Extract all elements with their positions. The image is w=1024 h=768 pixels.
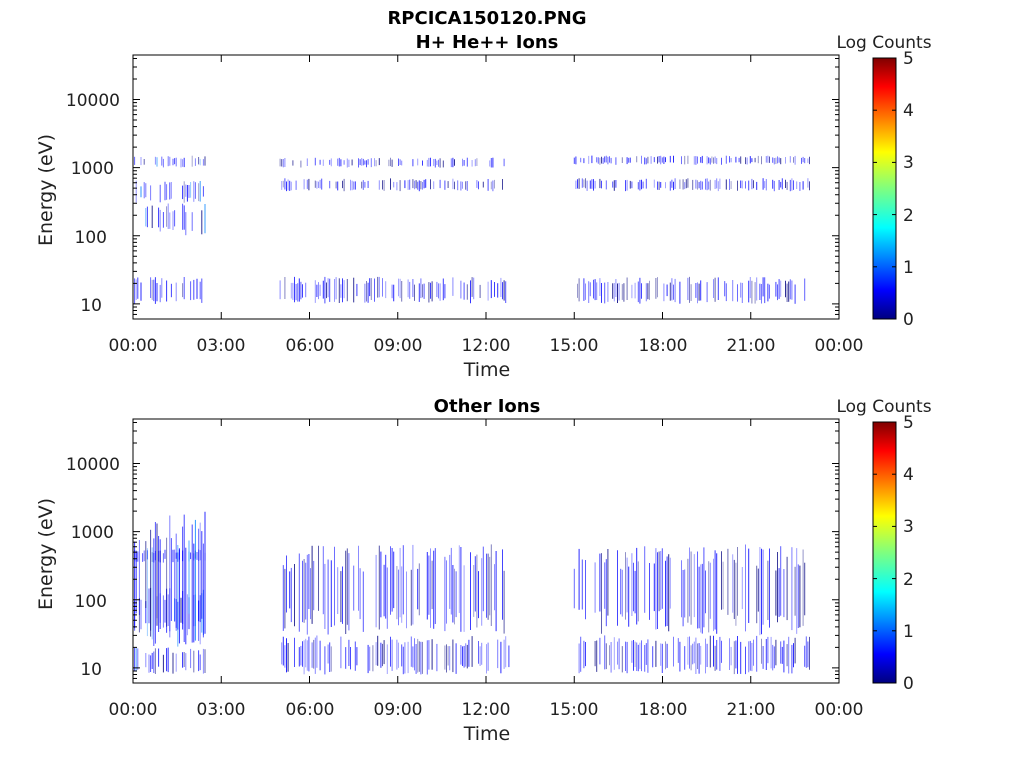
colorbar-tick-label: 4 xyxy=(903,101,914,121)
colorbar-label: Log Counts xyxy=(836,397,931,417)
colorbar-tick-label: 3 xyxy=(903,517,914,537)
x-tick-label: 03:00 xyxy=(197,700,246,720)
y-tick-label: 10000 xyxy=(66,455,120,475)
x-tick-label: 09:00 xyxy=(374,336,423,356)
colorbar-tick-label: 0 xyxy=(903,674,914,694)
x-axis-label: Time xyxy=(463,359,511,381)
spectrogram-panel-other-ions: 00:00 03:00 06:00 09:00 12:00 15:00 18:0… xyxy=(35,397,932,745)
x-tick-label: 00:00 xyxy=(815,700,864,720)
y-tick-label: 10 xyxy=(80,660,102,680)
plot-frame xyxy=(132,54,840,320)
x-tick-label: 18:00 xyxy=(639,336,688,356)
x-tick-label: 06:00 xyxy=(286,700,335,720)
x-tick-label: 21:00 xyxy=(727,700,776,720)
y-axis-label: Energy (eV) xyxy=(35,498,57,610)
x-tick-label: 15:00 xyxy=(550,700,599,720)
x-tick-label: 00:00 xyxy=(109,336,158,356)
x-tick-label: 06:00 xyxy=(286,336,335,356)
colorbar-tick-label: 1 xyxy=(903,622,914,642)
colorbar-tick-label: 4 xyxy=(903,465,914,485)
y-tick-label: 100 xyxy=(75,228,107,248)
colorbar-tick-label: 2 xyxy=(903,206,914,226)
x-tick-label: 00:00 xyxy=(109,700,158,720)
x-tick-label: 18:00 xyxy=(639,700,688,720)
y-tick-label: 100 xyxy=(75,592,107,612)
colorbar xyxy=(872,57,897,320)
y-tick-label: 1000 xyxy=(71,159,114,179)
spectrogram-panel-h-he: 00:00 03:00 06:00 09:00 12:00 15:00 18:0… xyxy=(35,33,932,381)
y-tick-label: 10 xyxy=(80,296,102,316)
x-tick-label: 21:00 xyxy=(727,336,776,356)
x-tick-label: 12:00 xyxy=(462,336,511,356)
colorbar-label: Log Counts xyxy=(836,33,931,53)
figure-title: RPCICA150120.PNG xyxy=(387,8,586,29)
y-tick-label: 10000 xyxy=(66,91,120,111)
colorbar-tick-label: 5 xyxy=(903,413,914,433)
colorbar-tick-label: 3 xyxy=(903,153,914,173)
colorbar-tick-label: 0 xyxy=(903,310,914,330)
colorbar-tick-label: 2 xyxy=(903,570,914,590)
x-tick-label: 15:00 xyxy=(550,336,599,356)
panel1-title: H+ He++ Ions xyxy=(416,32,559,53)
x-axis-label: Time xyxy=(463,723,511,745)
panel2-title: Other Ions xyxy=(434,396,541,417)
plot-frame xyxy=(132,418,840,684)
colorbar-tick-label: 1 xyxy=(903,258,914,278)
y-axis-label: Energy (eV) xyxy=(35,134,57,246)
colorbar-tick-label: 5 xyxy=(903,49,914,69)
x-tick-label: 09:00 xyxy=(374,700,423,720)
y-tick-label: 1000 xyxy=(71,523,114,543)
x-tick-label: 12:00 xyxy=(462,700,511,720)
x-tick-label: 00:00 xyxy=(815,336,864,356)
colorbar xyxy=(872,421,897,684)
x-tick-label: 03:00 xyxy=(197,336,246,356)
